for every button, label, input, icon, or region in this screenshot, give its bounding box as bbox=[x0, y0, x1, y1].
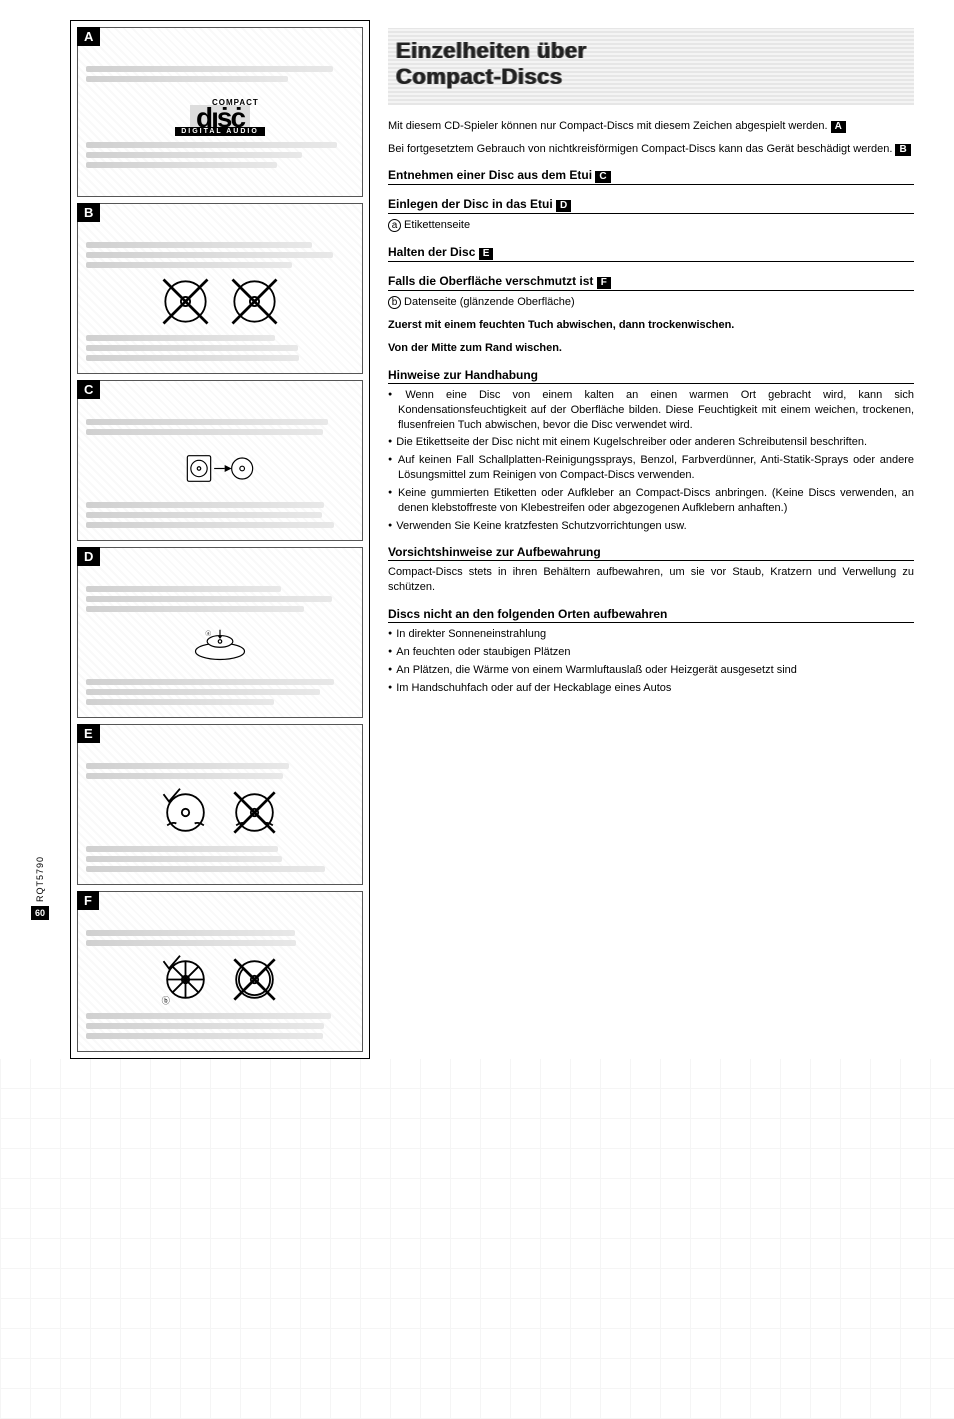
svg-text:ⓐ: ⓐ bbox=[205, 630, 211, 638]
panel-illustration: COMPACTdıṡċDIGITAL AUDIO bbox=[86, 88, 354, 136]
panel-e: E bbox=[77, 724, 363, 885]
panel-illustration: ⓑ bbox=[86, 952, 354, 1007]
panel-tag: F bbox=[77, 891, 99, 910]
section-title: Einzelheiten über Compact-Discs bbox=[388, 28, 914, 105]
section-line: Zuerst mit einem feuchten Tuch abwischen… bbox=[388, 318, 914, 333]
bullet-item: Auf keinen Fall Schallplatten-Reinigungs… bbox=[388, 453, 914, 483]
bullet-item: Wenn eine Disc von einem kalten an einen… bbox=[388, 388, 914, 433]
ref-circle-a: a bbox=[388, 219, 401, 232]
bullet-item: An feuchten oder staubigen Plätzen bbox=[388, 645, 914, 660]
section-bullets: Wenn eine Disc von einem kalten an einen… bbox=[388, 388, 914, 534]
panel-tag: B bbox=[77, 203, 100, 222]
sections-container: Entnehmen einer Disc aus dem Etui C Einle… bbox=[388, 168, 914, 695]
panel-tag: A bbox=[77, 27, 100, 46]
section-line: a Etikettenseite bbox=[388, 218, 914, 233]
panel-f: Fⓑ bbox=[77, 891, 363, 1052]
section-bullets: In direkter Sonneneinstrahlung An feuchte… bbox=[388, 627, 914, 695]
page-margin: RQT5790 60 bbox=[20, 20, 60, 920]
ref-d: D bbox=[556, 200, 571, 212]
section-heading: Falls die Oberfläche verschmutzt ist F bbox=[388, 274, 914, 291]
panel-c: C bbox=[77, 380, 363, 541]
panel-d: Dⓐ bbox=[77, 547, 363, 718]
page-number: 60 bbox=[31, 906, 49, 920]
panel-tag: C bbox=[77, 380, 100, 399]
title-line-1: Einzelheiten über bbox=[396, 38, 906, 64]
section-para: Compact-Discs stets in ihren Behältern a… bbox=[388, 565, 914, 595]
ref-e: E bbox=[479, 248, 494, 260]
panel-illustration bbox=[86, 441, 354, 496]
ref-a: A bbox=[831, 121, 846, 133]
intro-para-2: Bei fortgesetztem Gebrauch von nichtkrei… bbox=[388, 142, 914, 157]
section-line: b Datenseite (glänzende Oberfläche) bbox=[388, 295, 914, 310]
ref-b: B bbox=[895, 144, 910, 156]
section-line: Von der Mitte zum Rand wischen. bbox=[388, 341, 914, 356]
panel-a: A COMPACTdıṡċDIGITAL AUDIO bbox=[77, 27, 363, 197]
section-heading: Vorsichtshinweise zur Aufbewahrung bbox=[388, 545, 914, 561]
compact-disc-logo-icon: COMPACTdıṡċDIGITAL AUDIO bbox=[175, 98, 265, 136]
scan-page: RQT5790 60 A COMPACTdıṡċDIGITAL AUDIO B C Dⓐ… bbox=[0, 0, 954, 1059]
bullet-item: Im Handschuhfach oder auf der Heckablage… bbox=[388, 681, 914, 696]
section-heading: Entnehmen einer Disc aus dem Etui C bbox=[388, 168, 914, 185]
svg-text:ⓑ: ⓑ bbox=[162, 996, 170, 1005]
section-heading: Halten der Disc E bbox=[388, 245, 914, 262]
illustration-column: A COMPACTdıṡċDIGITAL AUDIO B C Dⓐ E Fⓑ bbox=[70, 20, 370, 1059]
intro-para-1: Mit diesem CD-Spieler können nur Compact… bbox=[388, 119, 914, 134]
panel-tag: E bbox=[77, 724, 100, 743]
section-heading: Discs nicht an den folgenden Orten aufbe… bbox=[388, 607, 914, 623]
ref-c: C bbox=[595, 171, 610, 183]
section-heading: Einlegen der Disc in das Etui D bbox=[388, 197, 914, 214]
document-code: RQT5790 bbox=[35, 856, 45, 902]
panel-b: B bbox=[77, 203, 363, 374]
panel-tag: D bbox=[77, 547, 100, 566]
bullet-item: Verwenden Sie Keine kratzfesten Schutzvo… bbox=[388, 519, 914, 534]
panel-illustration bbox=[86, 785, 354, 840]
bullet-item: Die Etikettseite der Disc nicht mit eine… bbox=[388, 435, 914, 450]
section-heading: Hinweise zur Handhabung bbox=[388, 368, 914, 384]
bullet-item: Keine gummierten Etiketten oder Aufklebe… bbox=[388, 486, 914, 516]
ref-circle-b: b bbox=[388, 296, 401, 309]
text-column: Einzelheiten über Compact-Discs Mit dies… bbox=[380, 20, 934, 699]
title-line-2: Compact-Discs bbox=[396, 64, 906, 90]
panel-illustration: ⓐ bbox=[86, 618, 354, 673]
bullet-item: An Plätzen, die Wärme von einem Warmluft… bbox=[388, 663, 914, 678]
bullet-item: In direkter Sonneneinstrahlung bbox=[388, 627, 914, 642]
ref-f: F bbox=[597, 277, 611, 289]
blank-scan-grid bbox=[0, 1059, 954, 1419]
panel-illustration bbox=[86, 274, 354, 329]
